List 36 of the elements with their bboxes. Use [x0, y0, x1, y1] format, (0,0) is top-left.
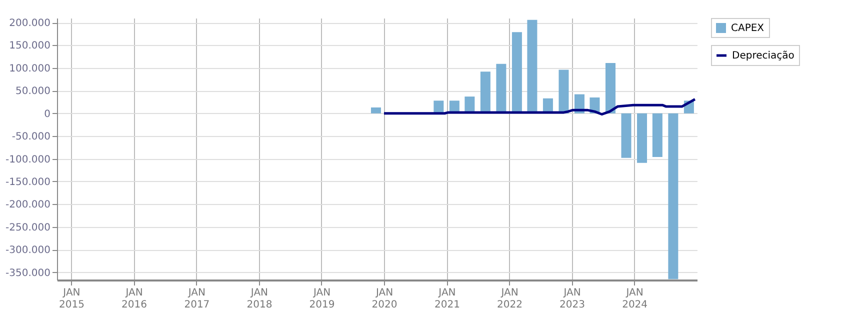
- x-tick-label: JAN 2022: [497, 288, 522, 310]
- y-tick-label: 50.000: [16, 86, 50, 98]
- y-tick-label: 100.000: [9, 63, 50, 74]
- bar: [370, 107, 381, 114]
- y-tick-label: -150.000: [6, 176, 50, 188]
- y-tick-label: 200.000: [9, 18, 50, 30]
- y-tick-label: 150.000: [9, 40, 50, 52]
- bar: [605, 62, 616, 114]
- y-tick-label: 0: [44, 108, 50, 120]
- x-tick-label: JAN 2021: [434, 288, 460, 310]
- x-tick-label: JAN 2020: [372, 288, 398, 310]
- line-series: [382, 98, 696, 116]
- x-tick-label: JAN 2024: [622, 288, 648, 310]
- x-tick-label: JAN 2023: [560, 288, 585, 310]
- y-tick-label: -100.000: [6, 154, 50, 166]
- bar: [637, 113, 648, 163]
- x-tick-label: JAN 2018: [246, 288, 272, 310]
- x-tick-label: JAN 2017: [184, 288, 210, 310]
- bar: [480, 72, 490, 114]
- x-tick-label: JAN 2015: [58, 288, 84, 310]
- bar: [652, 113, 662, 157]
- bar: [512, 32, 522, 114]
- y-tick-label: -300.000: [6, 245, 50, 256]
- y-tick-label: -250.000: [6, 222, 50, 234]
- bar: [668, 113, 678, 280]
- x-tick-label: JAN 2016: [122, 288, 147, 310]
- legend-label: Depreciação: [732, 50, 794, 62]
- bar: [496, 64, 506, 114]
- y-tick-label: -200.000: [6, 200, 50, 211]
- y-tick-label: -50.000: [12, 132, 50, 143]
- bar: [527, 20, 538, 114]
- legend-label: CAPEX: [731, 23, 764, 34]
- x-tick-label: JAN 2019: [309, 288, 335, 310]
- bar: [621, 113, 632, 158]
- y-tick-label: -350.000: [6, 268, 50, 279]
- bar: [558, 70, 569, 114]
